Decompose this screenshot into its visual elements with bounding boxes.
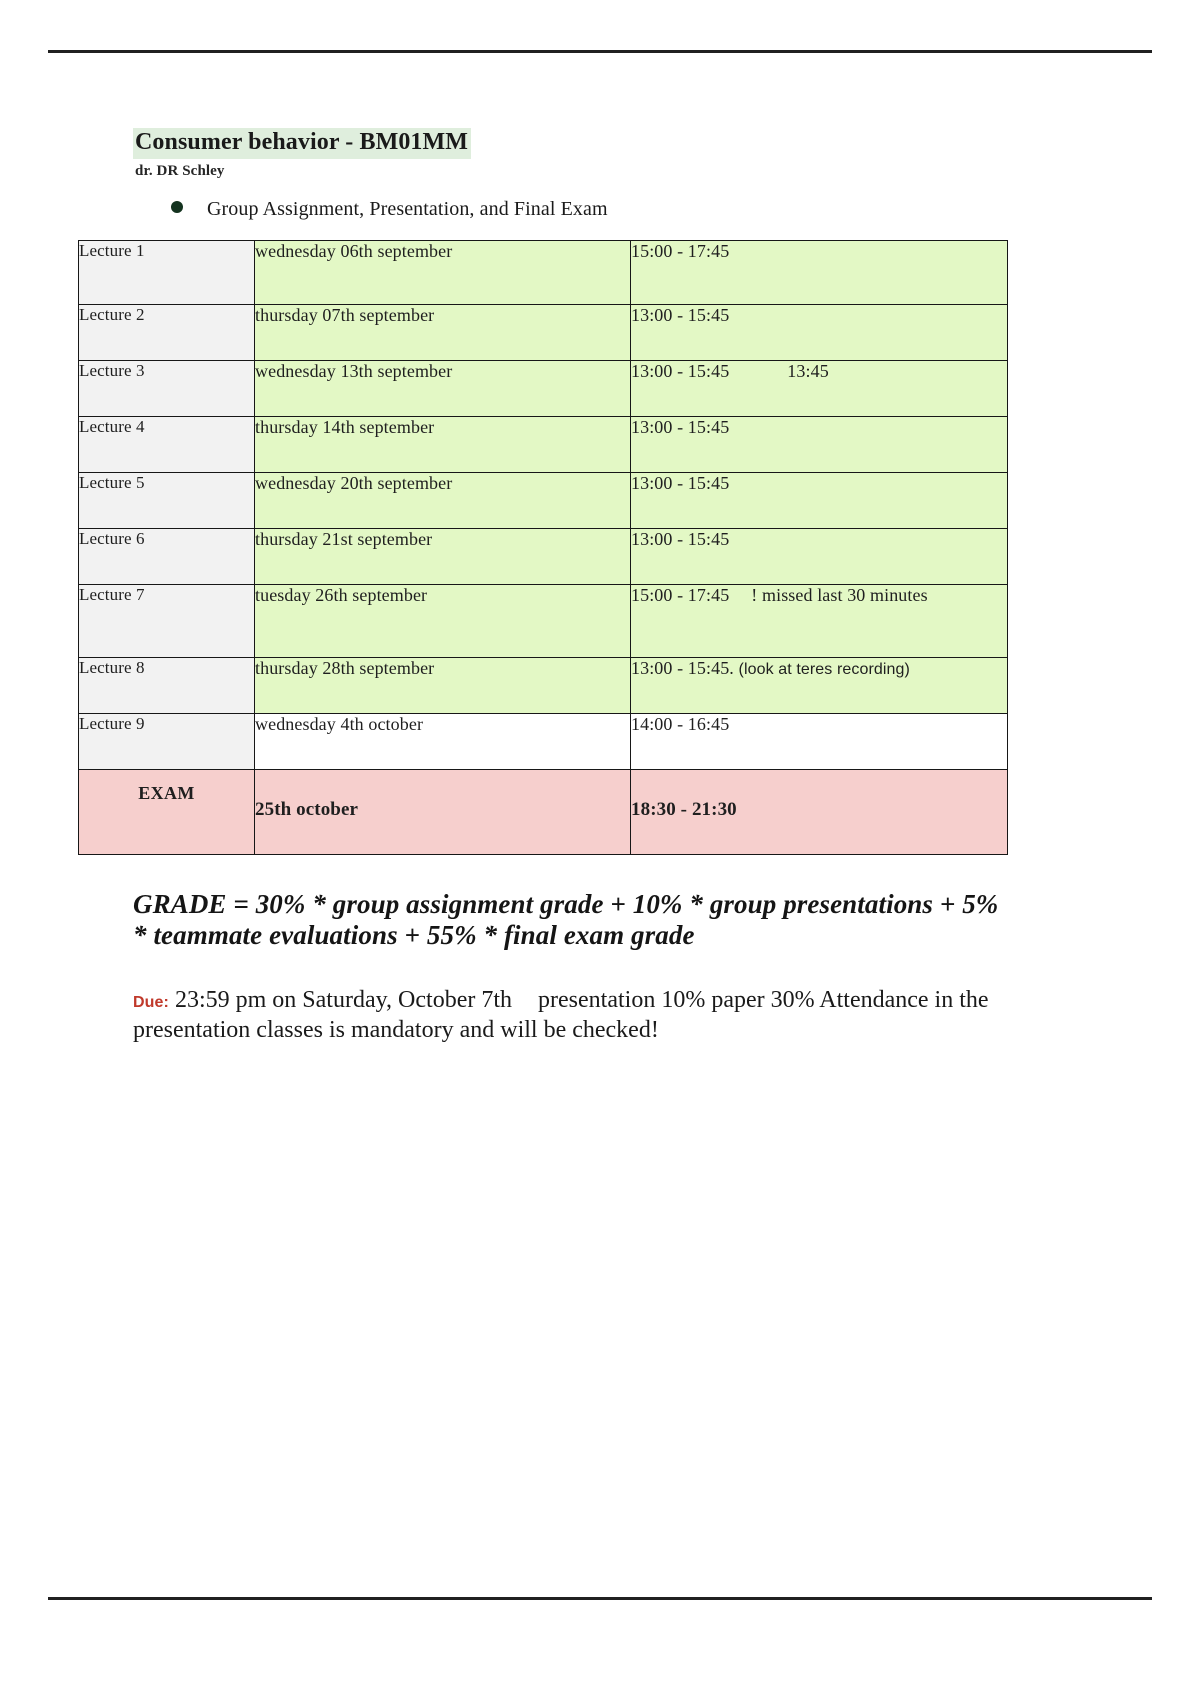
row-date: tuesday 26th september [254,583,631,658]
row-time-extra: 13:45 [787,360,829,381]
row-label: Lecture 4 [78,415,255,473]
page-top-rule [48,50,1152,53]
table-row: Lecture 2 thursday 07th september 13:00 … [78,303,1008,361]
row-time: 13:00 - 15:45 [630,303,1008,361]
row-date: thursday 28th september [254,656,631,714]
bullet-item: Group Assignment, Presentation, and Fina… [171,198,1038,221]
row-time-value: 14:00 - 16:45 [631,713,730,734]
row-date: thursday 14th september [254,415,631,473]
row-date: thursday 21st september [254,527,631,585]
row-label: Lecture 6 [78,527,255,585]
row-date: 25th october [254,768,631,855]
row-time: 13:00 - 15:45 [630,415,1008,473]
row-time-value: 15:00 - 17:45 [631,584,730,605]
schedule-table: Lecture 1 wednesday 06th september 15:00… [78,239,1008,855]
due-paragraph: Due: 23:59 pm on Saturday, October 7th pr… [133,985,1023,1046]
row-label: Lecture 9 [78,712,255,770]
row-time: 13:00 - 15:45. (look at teres recording) [630,656,1008,714]
row-note: ! missed last 30 minutes [751,584,928,605]
row-time-value: 13:00 - 15:45 [631,416,730,437]
row-time-value: 13:00 - 15:45 [631,528,730,549]
row-label: Lecture 2 [78,303,255,361]
grade-formula: GRADE = 30% * group assignment grade + 1… [133,888,999,950]
row-time-value: 18:30 - 21:30 [631,798,737,820]
row-date: wednesday 06th september [254,239,631,305]
table-row: Lecture 3 wednesday 13th september 13:00… [78,359,1008,417]
row-time: 14:00 - 16:45 [630,712,1008,770]
row-time-value: 13:00 - 15:45 [631,360,730,381]
table-row: Lecture 4 thursday 14th september 13:00 … [78,415,1008,473]
due-text-primary: 23:59 pm on Saturday, October 7th [174,986,513,1013]
instructor-name: dr. DR Schley [135,162,225,179]
page-title: Consumer behavior - BM01MM [133,128,472,159]
row-time-value: 13:00 - 15:45 [631,304,730,325]
schedule-table-wrapper: Lecture 1 wednesday 06th september 15:00… [78,239,1008,855]
row-label: Lecture 1 [78,239,255,305]
row-time: 15:00 - 17:45 [630,239,1008,305]
row-date: wednesday 4th october [254,712,631,770]
table-row-exam: EXAM 25th october 18:30 - 21:30 [78,768,1008,855]
row-time: 13:00 - 15:45 [630,527,1008,585]
row-label: Lecture 8 [78,656,255,714]
row-time: 13:00 - 15:45 [630,471,1008,529]
bullet-item-label: Group Assignment, Presentation, and Fina… [207,197,608,220]
due-label: Due: [133,993,169,1011]
row-label: EXAM [78,768,255,855]
bullet-dot-icon [171,200,183,213]
row-time-value: 15:00 - 17:45 [631,240,730,261]
table-row: Lecture 5 wednesday 20th september 13:00… [78,471,1008,529]
page-bottom-rule [48,1597,1152,1600]
row-date: thursday 07th september [254,303,631,361]
table-row: Lecture 1 wednesday 06th september 15:00… [78,239,1008,305]
document-content: Consumer behavior - BM01MM dr. DR Schley… [78,128,1038,1046]
row-date: wednesday 13th september [254,359,631,417]
row-label: Lecture 5 [78,471,255,529]
schedule-table-body: Lecture 1 wednesday 06th september 15:00… [78,239,1008,855]
row-time: 18:30 - 21:30 [630,768,1008,855]
row-time-value: 13:00 - 15:45 [631,472,730,493]
row-note: (look at teres recording) [738,660,910,678]
table-row: Lecture 6 thursday 21st september 13:00 … [78,527,1008,585]
row-time-value: 13:00 - 15:45. [631,657,734,678]
row-label: Lecture 7 [78,583,255,658]
table-row: Lecture 8 thursday 28th september 13:00 … [78,656,1008,714]
row-date: wednesday 20th september [254,471,631,529]
row-time: 13:00 - 15:45 13:45 [630,359,1008,417]
row-time: 15:00 - 17:45 ! missed last 30 minutes [630,583,1008,658]
table-row: Lecture 9 wednesday 4th october 14:00 - … [78,712,1008,770]
table-row: Lecture 7 tuesday 26th september 15:00 -… [78,583,1008,658]
due-text-secondary: presentation 10% paper 30% Attendance in… [133,986,989,1044]
row-label: Lecture 3 [78,359,255,417]
